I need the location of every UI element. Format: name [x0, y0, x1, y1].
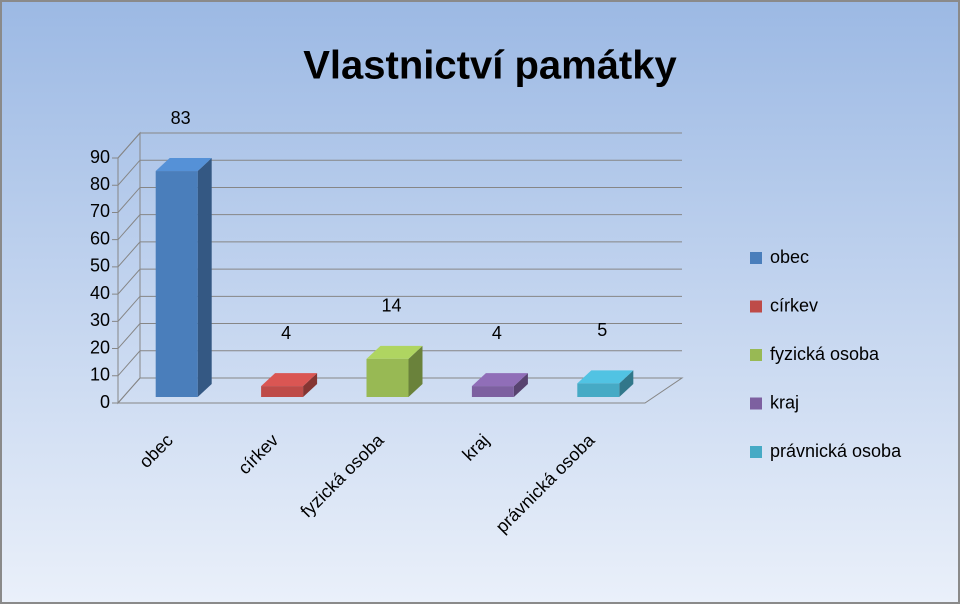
y-tick-label: 40 — [90, 283, 110, 303]
chart-title: Vlastnictví památky — [303, 44, 677, 88]
data-label: 5 — [597, 320, 607, 340]
grid-line — [112, 268, 682, 295]
data-label: 83 — [171, 108, 191, 128]
bar-side — [513, 373, 528, 397]
legend-label: kraj — [770, 392, 799, 412]
bar-side — [619, 370, 634, 397]
y-tick-label: 60 — [90, 228, 110, 248]
y-tick-label: 50 — [90, 256, 110, 276]
grid-line — [112, 186, 682, 213]
bar-top — [155, 158, 212, 172]
bar — [471, 386, 514, 397]
grid-line — [112, 295, 682, 322]
data-label: 4 — [492, 323, 502, 343]
data-label: 4 — [281, 323, 291, 343]
bar — [366, 358, 409, 397]
bar-top — [471, 373, 528, 387]
data-label: 14 — [381, 296, 401, 316]
bar — [577, 383, 620, 397]
bar-top — [261, 373, 318, 387]
y-tick-label: 30 — [90, 310, 110, 330]
legend-swatch — [750, 252, 762, 264]
y-tick-label: 20 — [90, 337, 110, 357]
legend-label: právnická osoba — [770, 441, 902, 461]
y-tick-label: 0 — [100, 392, 110, 412]
bar-side — [408, 345, 423, 397]
bar-side — [303, 373, 318, 397]
legend-swatch — [750, 300, 762, 313]
legend-label: církev — [770, 295, 818, 315]
bar-side — [197, 158, 212, 397]
legend-swatch — [750, 397, 762, 410]
bar-top — [366, 345, 423, 359]
y-tick-label: 90 — [90, 147, 110, 167]
y-tick-label: 70 — [90, 201, 110, 221]
legend-label: obec — [770, 247, 809, 267]
grid-line — [112, 241, 682, 268]
bar-top — [577, 370, 634, 384]
grid-line — [112, 132, 682, 159]
grid-line — [112, 323, 682, 350]
legend-swatch — [750, 349, 762, 361]
grid-line — [112, 214, 682, 241]
y-tick-label: 10 — [90, 365, 110, 385]
grid-line — [112, 159, 682, 186]
y-tick-label: 80 — [90, 174, 110, 194]
legend-label: fyzická osoba — [770, 344, 880, 364]
bar — [155, 171, 198, 397]
legend-swatch — [750, 446, 762, 458]
bar — [261, 386, 304, 397]
